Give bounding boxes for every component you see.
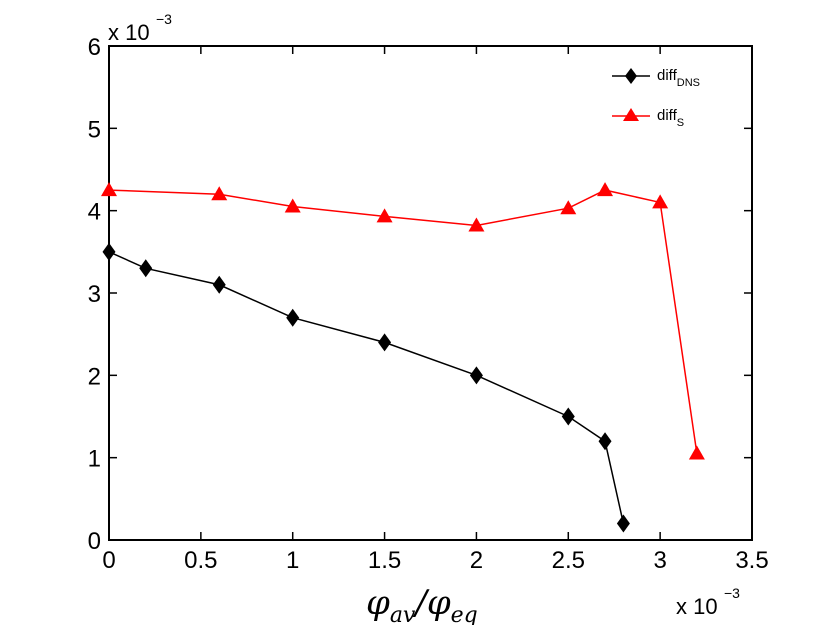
y-exponent-power: −3 xyxy=(156,11,172,27)
x-tick-label: 2 xyxy=(470,547,483,574)
x-exponent-power: −3 xyxy=(724,585,740,601)
y-tick-label: 6 xyxy=(88,34,101,61)
x-tick-label: 1.5 xyxy=(368,547,401,574)
x-tick-label: 0 xyxy=(102,547,115,574)
data-point-dns xyxy=(212,275,226,294)
x-exponent-label: x 10 xyxy=(676,594,718,619)
data-point-s xyxy=(597,182,614,197)
x-tick-label: 3.5 xyxy=(735,547,768,574)
y-tick-label: 0 xyxy=(88,528,101,555)
x-tick-label: 2.5 xyxy=(552,547,585,574)
data-point-dns xyxy=(102,242,116,261)
data-point-s xyxy=(376,208,393,223)
data-point-dns xyxy=(378,333,392,352)
data-point-dns xyxy=(616,514,630,533)
x-tick-label: 3 xyxy=(653,547,666,574)
legend: diffDNS diffS xyxy=(612,67,700,129)
series-line-dns xyxy=(108,251,625,524)
legend-marker-dns xyxy=(625,68,637,84)
plot-frame xyxy=(108,45,753,541)
x-axis-label: φav/φeq xyxy=(366,583,478,625)
data-point-s xyxy=(284,198,301,213)
data-point-s xyxy=(468,217,485,232)
data-point-dns xyxy=(469,366,483,385)
y-tick-label: 4 xyxy=(88,199,101,226)
data-point-dns xyxy=(286,308,300,327)
series-line-s xyxy=(108,189,698,454)
data-point-s xyxy=(101,182,117,197)
data-point-s xyxy=(652,194,669,209)
data-point-dns xyxy=(139,259,153,278)
data-point-s xyxy=(211,186,228,201)
data-point-dns xyxy=(561,407,575,426)
legend-label-s: diffS xyxy=(657,107,684,129)
y-tick-label: 3 xyxy=(88,281,101,308)
x-tick-label: 1 xyxy=(286,547,299,574)
data-point-dns xyxy=(598,432,612,451)
data-point-s xyxy=(688,445,705,460)
x-tick-label: 0.5 xyxy=(184,547,217,574)
axis-ticks: 0 0.5 1 1.5 2 2.5 3 3.5 0 1 2 3 4 5 6 xyxy=(88,34,769,574)
y-tick-label: 5 xyxy=(88,116,101,143)
series-layer xyxy=(101,182,705,533)
y-tick-label: 1 xyxy=(88,446,101,473)
legend-label-dns: diffDNS xyxy=(657,67,700,89)
y-exponent-label: x 10 xyxy=(108,20,150,45)
legend-marker-s xyxy=(623,108,639,121)
axes-frame xyxy=(108,45,753,541)
y-tick-label: 2 xyxy=(88,363,101,390)
data-point-s xyxy=(560,200,577,215)
